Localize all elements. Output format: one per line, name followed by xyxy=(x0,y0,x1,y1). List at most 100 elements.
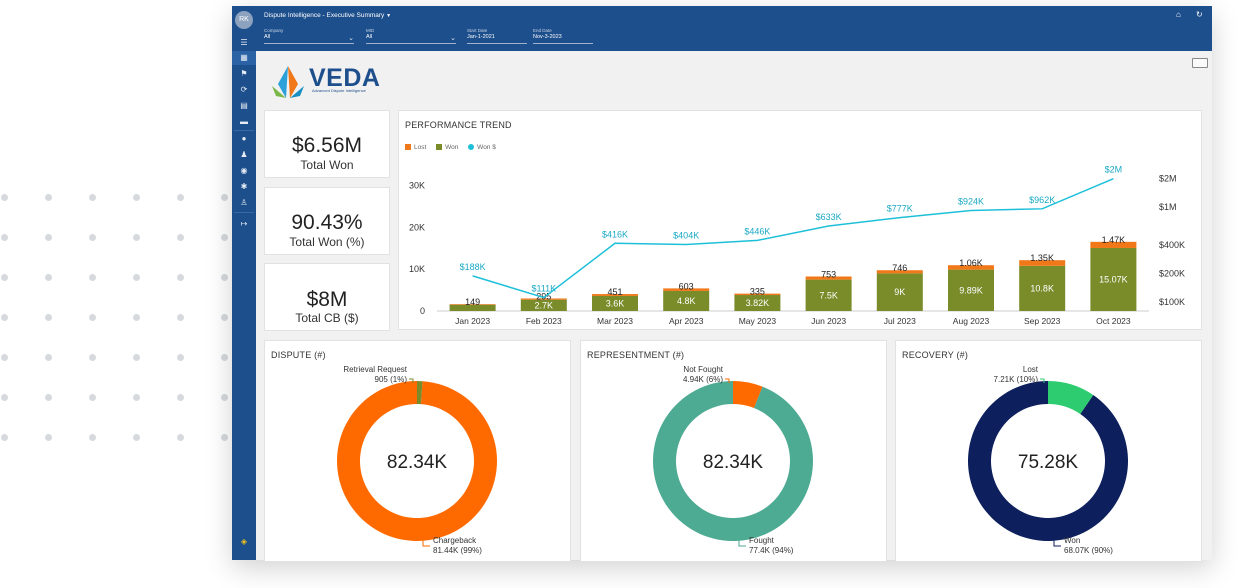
bar-won xyxy=(592,295,638,311)
data-label-won-dollars: $446K xyxy=(744,226,770,236)
company-filter-value: All xyxy=(264,34,271,40)
data-label-lost: 335 xyxy=(750,287,765,297)
decorative-dot xyxy=(1,314,8,321)
sync-icon[interactable]: ⟳ xyxy=(240,85,248,94)
slice-label-value: 905 (1%) xyxy=(375,375,408,384)
bar-won xyxy=(948,269,994,311)
sidebar: RK ☰ ▦ ⚑ ⟳ ▤ ▬ ● ♟ ◉ ✱ ♙ ↦ ◈ xyxy=(232,6,256,560)
company-filter[interactable]: Company All ⌄ xyxy=(264,28,354,44)
decorative-dot xyxy=(89,394,96,401)
start-date-field[interactable]: Start Date Jan-1-2021 xyxy=(467,28,527,44)
y2-tick-label: $2M xyxy=(1159,174,1177,184)
field-underline xyxy=(533,43,593,44)
donut-slice-minor xyxy=(733,381,763,409)
dispute-card: DISPUTE (#) 82.34K Retrieval Request 905 (… xyxy=(264,340,571,562)
recovery-card: RECOVERY (#) 75.28K Lost 7.21K (10%) Won 68.… xyxy=(895,340,1202,562)
veda-logo-mark xyxy=(272,66,304,98)
decorative-dot xyxy=(89,234,96,241)
decorative-dot xyxy=(1,234,8,241)
home-icon[interactable]: ⌂ xyxy=(1176,10,1181,19)
donut-center-total: 75.28K xyxy=(1018,452,1079,473)
start-date-label: Start Date xyxy=(467,28,488,33)
refresh-icon[interactable]: ↻ xyxy=(1196,10,1203,19)
avatar[interactable]: RK xyxy=(235,11,253,29)
donut-center-total: 82.34K xyxy=(387,452,448,473)
decorative-dot xyxy=(133,354,140,361)
app-title: Dispute Intelligence - Executive Summary xyxy=(264,12,385,19)
bar-lost xyxy=(1090,241,1137,248)
decorative-dot xyxy=(45,354,52,361)
y2-tick-label: $100K xyxy=(1159,297,1185,307)
slice-leader-line xyxy=(422,539,430,547)
slice-label-name: Fought xyxy=(749,536,775,545)
decorative-dot xyxy=(89,314,96,321)
expand-button[interactable] xyxy=(1192,58,1208,68)
chart-title: RECOVERY (#) xyxy=(902,350,969,360)
data-label-won-dollars: $633K xyxy=(816,212,842,222)
flag-icon[interactable]: ⚑ xyxy=(240,69,248,78)
user-icon[interactable]: ♙ xyxy=(240,198,248,207)
slice-leader-line xyxy=(409,378,414,383)
chevron-down-icon: ⌄ xyxy=(348,35,354,42)
chevron-down-icon: ▼ xyxy=(386,13,392,19)
decorative-dot xyxy=(133,234,140,241)
data-label-won: 9.89K xyxy=(959,285,983,295)
legend-item-lost[interactable]: Lost xyxy=(405,144,426,151)
slice-label-name: Won xyxy=(1064,536,1080,545)
data-label-won: 2.7K xyxy=(535,300,554,310)
decorative-dot xyxy=(177,314,184,321)
end-date-label: End Date xyxy=(533,28,552,33)
slice-leader-line xyxy=(725,378,730,383)
slice-leader-line xyxy=(1040,378,1045,383)
chart-title: PERFORMANCE TREND xyxy=(405,120,512,130)
dashboard-icon[interactable]: ▦ xyxy=(240,53,248,62)
folder-icon[interactable]: ▬ xyxy=(240,117,248,126)
document-icon[interactable]: ▤ xyxy=(240,101,248,110)
y-tick-label: 30K xyxy=(409,181,425,191)
decorative-dot xyxy=(1,394,8,401)
x-tick-label: Jan 2023 xyxy=(455,316,490,326)
field-underline xyxy=(366,43,456,44)
decorative-dot xyxy=(221,234,228,241)
data-label-won-dollars: $188K xyxy=(460,262,486,272)
decorative-dot xyxy=(89,434,96,441)
data-label-won-dollars: $2M xyxy=(1105,165,1123,175)
decorative-dot xyxy=(177,394,184,401)
data-label-won: 3.82K xyxy=(746,298,770,308)
mid-filter[interactable]: MID All ⌄ xyxy=(366,28,456,44)
legend-item-won[interactable]: Won xyxy=(436,144,458,151)
menu-icon[interactable]: ☰ xyxy=(240,38,248,47)
y2-tick-label: $1M xyxy=(1159,202,1177,212)
slice-leader-line xyxy=(738,539,746,547)
kpi-value: $6.56M xyxy=(291,134,363,157)
sidebar-divider xyxy=(234,130,254,131)
chart-legend: Lost Won Won $ xyxy=(405,144,504,151)
legend-item-won-dollars[interactable]: Won $ xyxy=(468,144,496,151)
top-bar: Dispute Intelligence - Executive Summary… xyxy=(256,6,1212,51)
bar-won xyxy=(1019,265,1066,311)
users-icon[interactable]: ♟ xyxy=(240,150,248,159)
decorative-dot-grid xyxy=(0,180,232,450)
decorative-dot xyxy=(177,354,184,361)
logout-icon[interactable]: ↦ xyxy=(240,219,248,228)
slice-label-value: 7.21K (10%) xyxy=(994,375,1039,384)
brand-icon: ◈ xyxy=(240,537,248,546)
chat-icon[interactable]: ● xyxy=(241,134,247,143)
decorative-dot xyxy=(45,434,52,441)
slice-label-value: 77.4K (94%) xyxy=(749,546,794,555)
bar-won xyxy=(663,290,710,311)
field-underline xyxy=(264,43,354,44)
kpi-value: $8M xyxy=(306,288,348,311)
settings-icon[interactable]: ✱ xyxy=(240,182,248,191)
end-date-field[interactable]: End Date Nov-3-2023 xyxy=(533,28,593,44)
data-label-lost: 603 xyxy=(679,281,694,291)
database-icon[interactable]: ◉ xyxy=(240,166,248,175)
app-title-dropdown[interactable]: Dispute Intelligence - Executive Summary… xyxy=(264,12,391,19)
slice-label-value: 81.44K (99%) xyxy=(433,546,482,555)
data-label-lost: 1.47K xyxy=(1102,235,1126,245)
decorative-dot xyxy=(89,194,96,201)
slice-leader-line xyxy=(1053,539,1061,547)
